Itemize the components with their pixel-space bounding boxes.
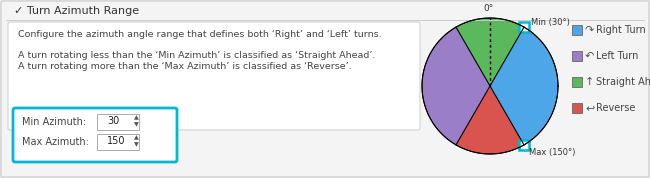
Text: Right Turn: Right Turn xyxy=(596,25,645,35)
Text: ↩: ↩ xyxy=(585,103,594,113)
Text: Left Turn: Left Turn xyxy=(596,51,638,61)
Text: Reverse: Reverse xyxy=(596,103,636,113)
Text: A turn rotating more than the ‘Max Azimuth’ is classified as ‘Reverse’.: A turn rotating more than the ‘Max Azimu… xyxy=(18,62,352,71)
FancyBboxPatch shape xyxy=(97,134,139,150)
Bar xyxy=(572,77,582,87)
Polygon shape xyxy=(490,27,558,145)
Text: 150: 150 xyxy=(107,136,125,146)
Text: ↷: ↷ xyxy=(585,25,594,35)
Text: Straight Ahead: Straight Ahead xyxy=(596,77,650,87)
Text: ▲: ▲ xyxy=(134,135,138,140)
Text: Max (150°): Max (150°) xyxy=(529,148,575,157)
Text: Min (30°): Min (30°) xyxy=(531,18,570,27)
Polygon shape xyxy=(456,86,524,154)
Text: 30: 30 xyxy=(107,116,119,126)
Text: ✓ Turn Azimuth Range: ✓ Turn Azimuth Range xyxy=(14,6,139,16)
Text: 0°: 0° xyxy=(483,4,493,13)
FancyBboxPatch shape xyxy=(13,108,177,162)
Polygon shape xyxy=(456,18,524,86)
Text: Configure the azimuth angle range that defines both ‘Right’ and ‘Left’ turns.: Configure the azimuth angle range that d… xyxy=(18,30,382,39)
Polygon shape xyxy=(422,27,490,145)
FancyBboxPatch shape xyxy=(8,22,420,130)
Text: ↶: ↶ xyxy=(585,51,594,61)
Bar xyxy=(572,51,582,61)
Bar xyxy=(519,140,529,150)
Bar xyxy=(519,22,529,32)
Text: ▼: ▼ xyxy=(134,143,138,148)
Text: ▲: ▲ xyxy=(134,116,138,121)
Bar xyxy=(572,25,582,35)
Bar xyxy=(572,103,582,113)
Text: Min Azimuth:: Min Azimuth: xyxy=(22,117,86,127)
Text: Max Azimuth:: Max Azimuth: xyxy=(22,137,89,147)
Text: ▼: ▼ xyxy=(134,122,138,127)
FancyBboxPatch shape xyxy=(97,114,139,130)
Text: A turn rotating less than the ‘Min Azimuth’ is classified as ‘Straight Ahead’.: A turn rotating less than the ‘Min Azimu… xyxy=(18,51,376,60)
Text: ↑: ↑ xyxy=(585,77,594,87)
